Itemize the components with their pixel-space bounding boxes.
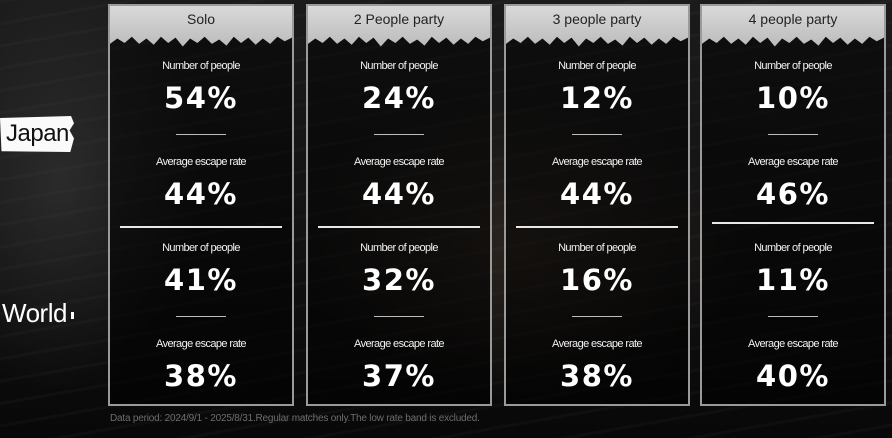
data-period-note: Data period: 2024/9/1 - 2025/8/31.Regula…	[110, 413, 480, 424]
japan-escape-label: Average escape rate	[748, 156, 839, 168]
japan-people-stat: Number of people 54%	[110, 60, 292, 115]
japan-people-value: 10%	[756, 81, 830, 115]
divider	[374, 316, 424, 317]
japan-people-stat: Number of people 24%	[308, 60, 490, 115]
world-people-value: 16%	[560, 263, 634, 297]
divider	[768, 316, 818, 317]
japan-escape-stat: Average escape rate 46%	[702, 156, 884, 211]
world-escape-value: 38%	[560, 359, 634, 393]
world-people-label: Number of people	[558, 242, 636, 254]
japan-people-label: Number of people	[558, 60, 636, 72]
column-solo: Solo Number of people 54% Average escape…	[108, 4, 294, 406]
world-people-label: Number of people	[360, 242, 438, 254]
column-header: 2 People party	[308, 6, 490, 47]
region-divider	[318, 226, 480, 228]
japan-escape-label: Average escape rate	[156, 156, 247, 168]
region-divider	[712, 222, 874, 224]
japan-escape-value: 44%	[164, 177, 238, 211]
japan-escape-stat: Average escape rate 44%	[110, 156, 292, 211]
world-escape-value: 37%	[362, 359, 436, 393]
divider	[572, 134, 622, 135]
world-people-stat: Number of people 16%	[506, 242, 688, 297]
japan-people-value: 12%	[560, 81, 634, 115]
japan-people-label: Number of people	[360, 60, 438, 72]
japan-escape-value: 46%	[756, 177, 830, 211]
world-escape-label: Average escape rate	[748, 338, 839, 350]
world-people-value: 11%	[756, 263, 830, 297]
world-people-stat: Number of people 41%	[110, 242, 292, 297]
column-header: Solo	[110, 6, 292, 47]
world-escape-value: 38%	[164, 359, 238, 393]
divider	[572, 316, 622, 317]
world-people-stat: Number of people 32%	[308, 242, 490, 297]
world-people-value: 32%	[362, 263, 436, 297]
japan-people-value: 24%	[362, 81, 436, 115]
world-escape-stat: Average escape rate 37%	[308, 338, 490, 393]
world-escape-stat: Average escape rate 38%	[110, 338, 292, 393]
japan-people-stat: Number of people 10%	[702, 60, 884, 115]
divider	[768, 134, 818, 135]
japan-people-label: Number of people	[754, 60, 832, 72]
region-label-japan: Japan	[0, 116, 74, 152]
world-escape-value: 40%	[756, 359, 830, 393]
divider	[176, 316, 226, 317]
column-2-people-party: 2 People party Number of people 24% Aver…	[306, 4, 492, 406]
column-4-people-party: 4 people party Number of people 10% Aver…	[700, 4, 886, 406]
japan-escape-value: 44%	[362, 177, 436, 211]
world-people-label: Number of people	[162, 242, 240, 254]
japan-people-label: Number of people	[162, 60, 240, 72]
world-escape-label: Average escape rate	[552, 338, 643, 350]
world-escape-label: Average escape rate	[354, 338, 445, 350]
region-label-world: World	[2, 296, 74, 330]
world-people-label: Number of people	[754, 242, 832, 254]
divider	[374, 134, 424, 135]
column-header: 4 people party	[702, 6, 884, 47]
japan-escape-label: Average escape rate	[552, 156, 643, 168]
world-people-stat: Number of people 11%	[702, 242, 884, 297]
column-header: 3 people party	[506, 6, 688, 47]
world-people-value: 41%	[164, 263, 238, 297]
japan-escape-label: Average escape rate	[354, 156, 445, 168]
japan-escape-stat: Average escape rate 44%	[506, 156, 688, 211]
world-escape-label: Average escape rate	[156, 338, 247, 350]
japan-people-value: 54%	[164, 81, 238, 115]
japan-escape-value: 44%	[560, 177, 634, 211]
japan-escape-stat: Average escape rate 44%	[308, 156, 490, 211]
region-divider	[120, 226, 282, 228]
divider	[176, 134, 226, 135]
world-escape-stat: Average escape rate 40%	[702, 338, 884, 393]
column-3-people-party: 3 people party Number of people 12% Aver…	[504, 4, 690, 406]
japan-people-stat: Number of people 12%	[506, 60, 688, 115]
region-divider	[516, 226, 678, 228]
world-escape-stat: Average escape rate 38%	[506, 338, 688, 393]
